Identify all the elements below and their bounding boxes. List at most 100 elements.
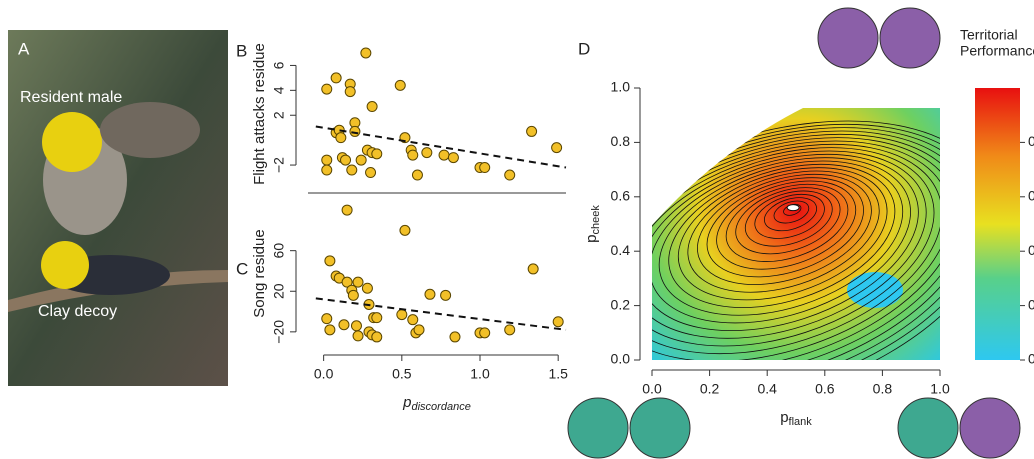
point: [413, 324, 425, 336]
panel-label: D: [578, 39, 590, 58]
contour-line: [697, 173, 872, 285]
y-tick-label: 0.0: [611, 351, 631, 367]
y-tick-label: 2: [271, 111, 287, 119]
point: [371, 331, 383, 343]
point: [330, 72, 342, 84]
point: [411, 169, 423, 181]
colorbar: [975, 88, 1020, 360]
x-tick-label: 0.6: [815, 381, 835, 397]
contour-line: [725, 183, 849, 262]
y-tick-label: 0.2: [611, 296, 631, 312]
point: [360, 47, 372, 59]
colorbar-tick-label: 0.6: [1028, 188, 1034, 204]
point: [361, 282, 373, 294]
point: [324, 255, 336, 267]
y-axis-title: Flight attacks residue: [251, 43, 268, 185]
point: [407, 314, 419, 326]
point: [324, 324, 336, 336]
contour-line: [652, 130, 940, 360]
contour-line: [735, 187, 841, 255]
point: [347, 289, 359, 301]
axis-title-main: p: [583, 235, 600, 243]
point: [340, 154, 352, 166]
trend-line: [315, 297, 567, 331]
x-tick-label: 1.0: [930, 381, 950, 397]
panel-label: A: [18, 39, 30, 58]
point: [344, 86, 356, 98]
point: [338, 319, 350, 331]
point: [349, 125, 361, 137]
contour-line: [764, 197, 818, 232]
axis-title-sub: cheek: [590, 205, 602, 235]
x-tick-label: 0.5: [392, 366, 412, 382]
point: [440, 289, 452, 301]
point: [479, 327, 491, 339]
point: [394, 79, 406, 91]
contour-line: [652, 137, 940, 360]
point: [346, 164, 358, 176]
panel-label: C: [236, 259, 248, 278]
contour-line: [754, 193, 825, 239]
x-tick-label: 0.4: [757, 381, 777, 397]
point: [447, 152, 459, 164]
point: [366, 101, 378, 113]
point: [321, 164, 333, 176]
contour-line: [687, 170, 880, 293]
panel-label: B: [236, 41, 247, 60]
axis-title-sub: flank: [789, 416, 813, 428]
colorbar-tick-label: 0.4: [1028, 242, 1034, 258]
contour-line: [658, 160, 904, 316]
contour-line: [716, 180, 857, 270]
point: [341, 204, 353, 216]
bird-head: [42, 112, 102, 172]
contour-line: [744, 190, 833, 247]
y-tick-label: 20: [271, 283, 287, 299]
caption: Clay decoy: [38, 303, 117, 320]
point: [438, 149, 450, 161]
y-tick-label: 4: [271, 86, 287, 94]
y-tick-label: 0.4: [611, 242, 631, 258]
peak: [786, 204, 800, 212]
contour-line: [668, 163, 896, 308]
point: [371, 312, 383, 324]
y-tick-label: 1.0: [611, 79, 631, 95]
point: [352, 276, 364, 288]
x-tick-label: 0.0: [314, 366, 334, 382]
y-tick-label: 6: [271, 61, 287, 69]
y-tick-label: 60: [271, 243, 287, 259]
point: [421, 147, 433, 159]
contour-line: [652, 150, 927, 339]
contour-line: [652, 143, 940, 355]
contour-line: [652, 153, 919, 332]
point: [396, 309, 408, 321]
y-tick-label: −20: [271, 320, 287, 344]
point: [552, 316, 564, 328]
point: [526, 125, 538, 137]
y-tick-label: 0.6: [611, 188, 631, 204]
point: [399, 224, 411, 236]
axis-title: pflank: [780, 409, 812, 428]
point: [350, 320, 362, 332]
decoy-head: [41, 241, 89, 289]
y-tick-label: −2: [271, 157, 287, 173]
colorbar-title: Territorial: [960, 27, 1018, 43]
point: [479, 162, 491, 174]
colorbar-tick-label: 0.8: [1028, 133, 1034, 149]
point: [551, 142, 563, 154]
x-tick-label: 0.2: [700, 381, 720, 397]
bird-wing: [100, 102, 200, 158]
trend-line: [315, 125, 567, 169]
point: [527, 263, 539, 275]
point: [335, 132, 347, 144]
panel-a: A Resident male Clay decoy: [8, 30, 228, 386]
point: [341, 276, 353, 288]
point: [321, 313, 333, 325]
colorbar-tick-label: 0.0: [1028, 351, 1034, 367]
axis-title-sub: discordance: [412, 401, 471, 413]
contour-line: [706, 177, 864, 278]
point: [352, 330, 364, 342]
point: [321, 154, 333, 166]
contour-line: [652, 157, 911, 324]
